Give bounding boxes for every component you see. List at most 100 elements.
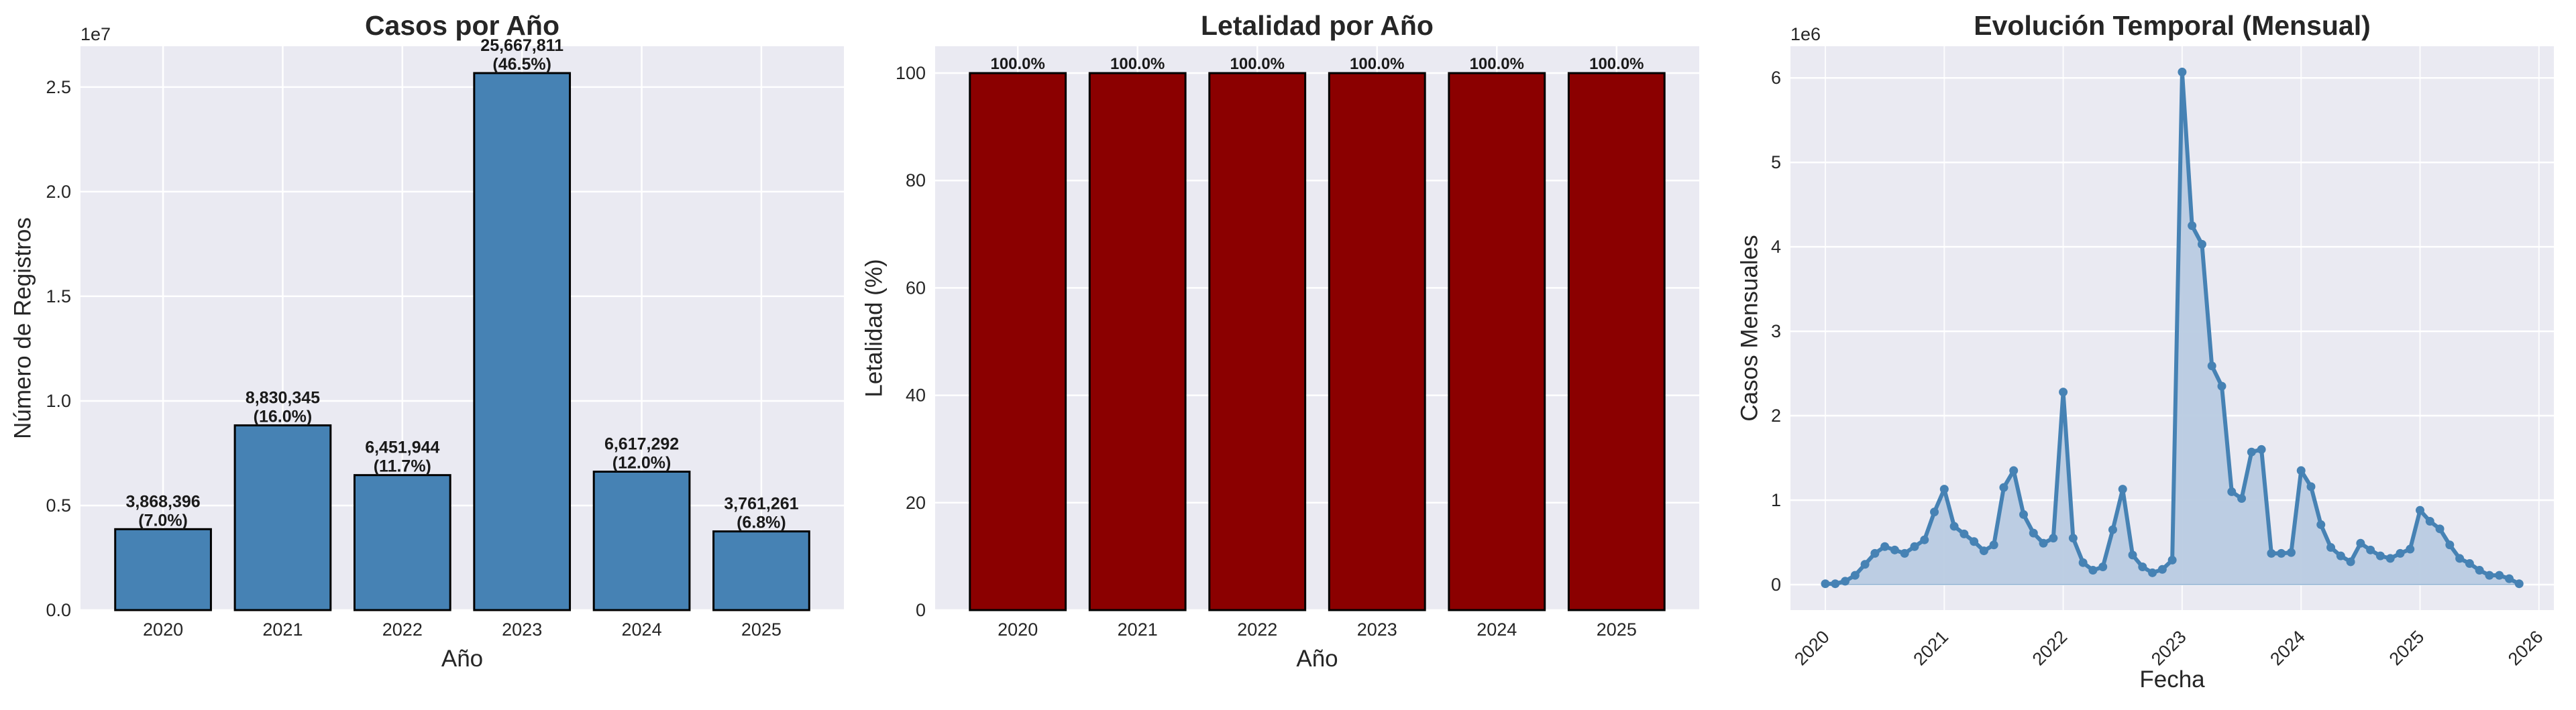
data-point-marker <box>2247 447 2256 457</box>
bar-2025 <box>712 530 810 611</box>
bar-value-labels: 3,868,396(7.0%) 8,830,345(16.0%) 6,451,944… <box>125 36 798 532</box>
data-point-marker <box>1989 540 1998 550</box>
data-point-marker <box>2465 558 2474 568</box>
data-point-marker <box>2495 571 2504 580</box>
y-offset-label: 1e6 <box>1790 24 1821 44</box>
data-point-marker <box>1999 483 2008 492</box>
y-tick-label: 5 <box>1771 152 1781 172</box>
data-point-marker <box>1870 548 1880 558</box>
bar-value-label: 100.0% <box>1230 55 1285 73</box>
data-point-marker <box>2306 482 2316 491</box>
x-tick-label: 2024 <box>622 619 662 640</box>
y-tick-label: 4 <box>1771 237 1781 257</box>
data-point-marker <box>2277 548 2286 558</box>
x-tick-label: 2024 <box>1477 619 1517 640</box>
data-point-marker <box>2296 466 2306 475</box>
bar-value-label: 100.0% <box>1589 55 1644 73</box>
data-point-marker <box>1939 485 1949 494</box>
chart-evolucion-temporal: 0 1 2 3 4 5 6 2020 2021 2022 2023 2024 2025 2026 Evo… <box>1736 10 2554 693</box>
bar-value-label: 6,617,292 <box>604 435 679 454</box>
y-tick-labels: 0 1 2 3 4 5 6 <box>1771 68 1781 595</box>
bar-percent-label: (11.7%) <box>374 457 431 476</box>
data-point-marker <box>2078 558 2088 567</box>
chart-letalidad-por-ano: 100.0% 100.0% 100.0% 100.0% 100.0% 100.0% 0 20… <box>861 10 1699 672</box>
data-point-marker <box>1979 546 1988 556</box>
bar-value-label: 100.0% <box>1110 55 1165 73</box>
x-tick-label: 2023 <box>2147 627 2190 670</box>
x-tick-labels: 2020 2021 2022 2023 2024 2025 2026 <box>1790 627 2546 670</box>
data-point-marker <box>2029 528 2038 538</box>
data-point-marker <box>2514 579 2524 589</box>
y-tick-label: 2 <box>1771 406 1781 426</box>
chart-title: Casos por Año <box>365 10 559 41</box>
y-tick-label: 1.0 <box>46 391 71 411</box>
bar-value-label: 100.0% <box>990 55 1044 73</box>
data-point-marker <box>2267 548 2276 558</box>
bar-2020 <box>969 72 1067 611</box>
data-point-marker <box>2128 550 2137 560</box>
data-point-marker <box>1949 522 1959 531</box>
x-tick-label: 2020 <box>143 619 183 640</box>
bar-percent-label: (6.8%) <box>737 514 786 532</box>
x-tick-label: 2023 <box>1357 619 1397 640</box>
x-tick-label: 2020 <box>1790 627 1833 670</box>
data-point-marker <box>2068 534 2078 543</box>
y-tick-label: 0 <box>916 600 926 620</box>
data-point-marker <box>2088 566 2098 575</box>
data-point-marker <box>2108 525 2117 534</box>
data-point-marker <box>2197 239 2206 249</box>
data-point-marker <box>2188 221 2197 231</box>
data-point-marker <box>2346 557 2355 567</box>
data-point-marker <box>2118 485 2127 494</box>
data-point-marker <box>2435 524 2445 534</box>
data-point-marker <box>2396 548 2405 558</box>
data-point-marker <box>2059 388 2068 397</box>
bars <box>969 72 1666 611</box>
y-tick-label: 2.0 <box>46 182 71 202</box>
data-point-marker <box>2356 538 2365 548</box>
y-tick-label: 100 <box>896 63 926 83</box>
data-point-marker <box>2455 554 2465 563</box>
data-point-marker <box>1850 571 1860 580</box>
bar-percent-label: (46.5%) <box>492 55 551 74</box>
data-point-marker <box>2336 551 2345 560</box>
data-point-marker <box>2178 67 2187 76</box>
x-tick-label: 2024 <box>2266 627 2309 670</box>
y-tick-label: 40 <box>906 386 926 406</box>
bar-2021 <box>1088 72 1187 611</box>
y-tick-label: 80 <box>906 170 926 190</box>
data-point-marker <box>2227 487 2237 496</box>
data-point-marker <box>2326 543 2336 552</box>
y-tick-label: 0 <box>1771 575 1781 595</box>
x-tick-label: 2025 <box>1597 619 1637 640</box>
bar-value-label: 3,868,396 <box>125 492 200 511</box>
x-tick-label: 2021 <box>262 619 303 640</box>
data-point-marker <box>2148 568 2157 577</box>
y-axis-label: Número de Registros <box>9 217 36 439</box>
bar-value-label: 8,830,345 <box>246 388 320 407</box>
x-tick-label: 2020 <box>998 619 1038 640</box>
data-point-marker <box>1970 537 1979 546</box>
x-axis-label: Año <box>441 646 483 672</box>
bar-value-label: 25,667,811 <box>480 36 564 55</box>
bar-value-label: 6,451,944 <box>365 438 439 457</box>
bar-value-label: 3,761,261 <box>724 495 798 514</box>
bar-percent-label: (16.0%) <box>254 407 313 426</box>
data-point-marker <box>1960 529 1969 538</box>
y-tick-label: 3 <box>1771 321 1781 341</box>
bar-2023 <box>473 72 572 611</box>
bar-percent-label: (7.0%) <box>138 511 188 530</box>
data-point-marker <box>1860 560 1870 569</box>
x-tick-label: 2023 <box>502 619 542 640</box>
data-point-marker <box>2019 510 2028 519</box>
monthly-series <box>1821 67 2524 589</box>
x-tick-label: 2022 <box>2029 627 2072 670</box>
data-point-marker <box>2475 566 2484 575</box>
bar-value-label: 100.0% <box>1470 55 1524 73</box>
data-point-marker <box>2098 563 2108 572</box>
y-tick-label: 0.5 <box>46 495 71 516</box>
y-tick-label: 1 <box>1771 490 1781 510</box>
y-tick-labels: 0 20 40 60 80 100 <box>896 63 926 620</box>
